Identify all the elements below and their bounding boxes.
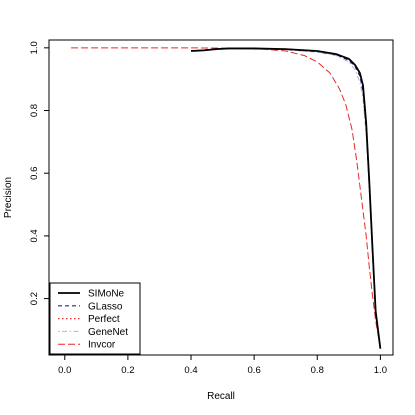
plot-area	[71, 47, 382, 349]
y-axis: 0.2 0.4 0.6 0.8 1.0	[29, 41, 49, 305]
y-tick-label: 0.6	[29, 167, 40, 180]
series-line-simone	[190, 47, 382, 349]
y-tick-label: 0.2	[29, 292, 40, 305]
legend-label: GLasso	[88, 301, 123, 312]
legend-label: Perfect	[88, 314, 120, 325]
x-tick-label: 1.0	[374, 365, 387, 376]
x-axis: 0.0 0.2 0.4 0.6 0.8 1.0	[58, 355, 387, 376]
legend-label: GeneNet	[88, 327, 128, 338]
x-tick-label: 0.0	[58, 365, 71, 376]
legend-box	[49, 282, 141, 355]
series-line-glasso	[190, 47, 381, 349]
legend-label: SIMoNe	[88, 289, 125, 300]
legend-label: Invcor	[88, 340, 116, 351]
series-line-genenet	[190, 48, 381, 349]
x-axis-title: Recall	[207, 391, 235, 402]
series-line-perfect	[190, 47, 381, 349]
y-tick-label: 1.0	[29, 41, 40, 54]
y-tick-label: 0.8	[29, 104, 40, 117]
x-tick-label: 0.4	[184, 365, 197, 376]
y-axis-title: Precision	[3, 177, 14, 218]
x-tick-label: 0.6	[248, 365, 261, 376]
y-tick-label: 0.4	[29, 229, 40, 242]
plot-frame	[48, 39, 394, 356]
x-tick-label: 0.2	[121, 365, 134, 376]
x-tick-label: 0.8	[311, 365, 324, 376]
